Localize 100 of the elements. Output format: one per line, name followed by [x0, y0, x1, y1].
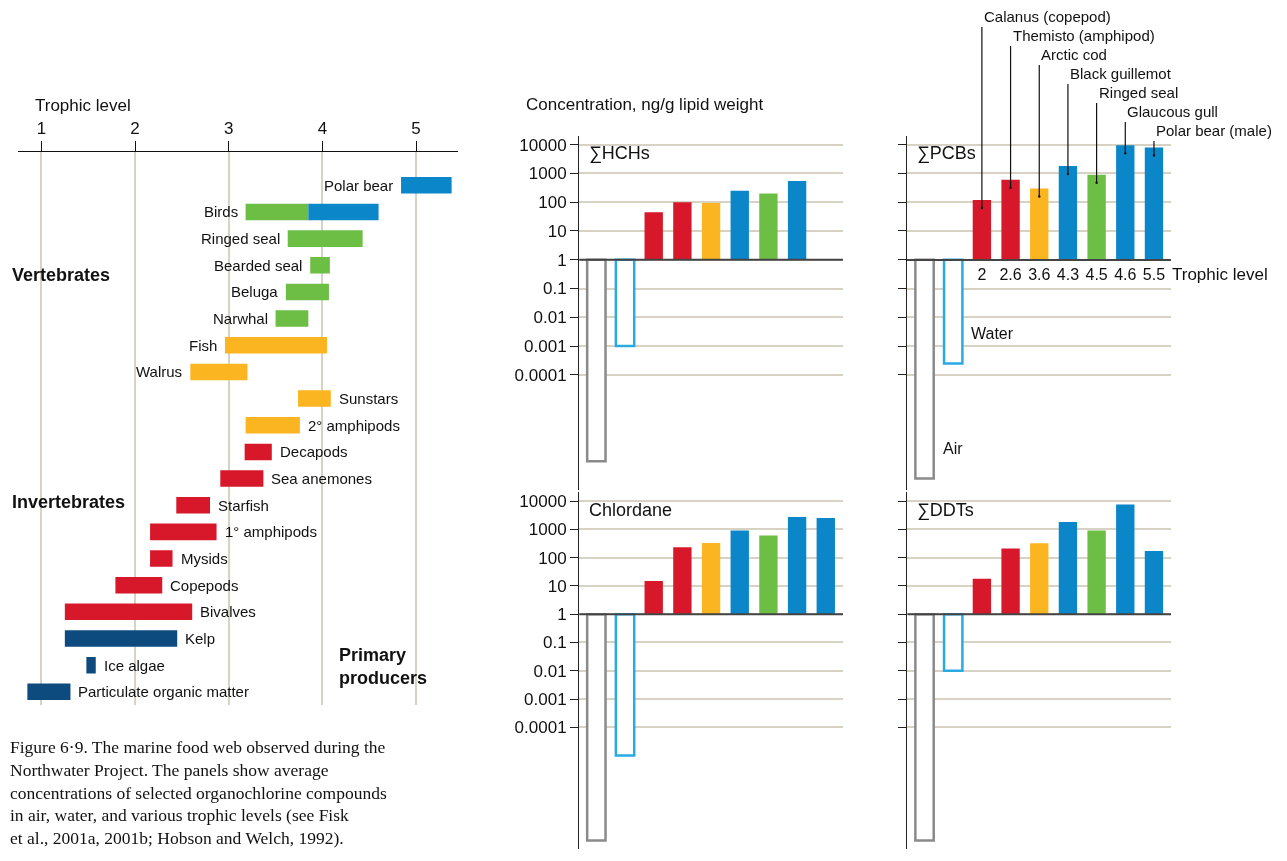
bar — [816, 518, 835, 615]
bar — [1116, 145, 1135, 260]
bar — [308, 203, 379, 221]
x-tick-label: 5 — [411, 119, 421, 139]
category-label: Narwhal — [213, 310, 269, 327]
y-tick-label: 1000 — [528, 164, 567, 184]
y-tick-label: 1 — [557, 605, 567, 625]
category-label: Kelp — [185, 630, 216, 647]
bar — [972, 199, 992, 260]
category-label: Polar bear — [324, 177, 394, 194]
annotation: Primary producers — [339, 645, 428, 689]
bar — [224, 336, 328, 354]
bar — [759, 193, 778, 260]
bar — [86, 656, 96, 674]
bar — [1030, 543, 1049, 615]
y-tick-label: 1 — [557, 250, 567, 270]
chart-title: ∑PCBs — [917, 143, 976, 163]
category-label: Mysids — [181, 550, 228, 567]
chart-title: Chlordane — [589, 500, 673, 520]
bar — [942, 258, 964, 365]
y-tick-label: 10000 — [519, 135, 567, 155]
x-tick-label: 3.6 — [1028, 265, 1051, 283]
bar — [220, 470, 264, 487]
category-label: Ice algae — [104, 657, 165, 674]
chart-title: ∑DDTs — [917, 500, 974, 520]
y-tick-label: 0.1 — [542, 279, 567, 299]
category-label: Beluga — [231, 283, 278, 300]
category-label: Fish — [189, 337, 218, 354]
annotation: Air — [943, 440, 964, 457]
annotation: Arctic cod — [1041, 46, 1107, 63]
bar — [1116, 504, 1135, 615]
bar — [1058, 522, 1078, 615]
y-axis-title: Concentration, ng/g lipid weight — [526, 95, 764, 114]
x-axis-title: Trophic level — [35, 96, 131, 115]
bar — [150, 523, 217, 541]
y-tick-label: 100 — [538, 548, 567, 568]
bar — [1030, 188, 1049, 260]
x-axis-title: Trophic level — [1172, 265, 1268, 284]
y-tick-label: 100 — [538, 193, 567, 213]
bar — [759, 535, 778, 615]
x-tick-label: 4.6 — [1114, 265, 1137, 283]
x-tick-label: 4 — [317, 119, 328, 139]
annotation: Polar bear (male) — [1156, 122, 1272, 139]
bar — [275, 310, 309, 327]
category-label: 2° amphipods — [308, 417, 400, 434]
bar — [914, 612, 935, 842]
bar — [64, 603, 193, 621]
x-tick-label: 2.6 — [999, 265, 1022, 283]
chart-title: ∑HCHs — [589, 143, 650, 163]
y-tick-label: 10000 — [519, 491, 567, 511]
category-label: 1° amphipods — [225, 523, 317, 540]
bar — [972, 578, 992, 615]
x-tick-label: 4.5 — [1085, 265, 1108, 283]
y-tick-label: 10 — [547, 221, 567, 241]
category-label: Particulate organic matter — [78, 683, 249, 700]
annotation: Black guillemot — [1070, 65, 1172, 82]
bar — [1144, 147, 1164, 260]
bar — [787, 517, 807, 615]
annotation: Water — [971, 325, 1014, 342]
category-label: Sea anemones — [271, 470, 372, 487]
bar — [244, 443, 272, 461]
category-label: Bivalves — [200, 603, 256, 620]
bar — [298, 390, 331, 407]
category-label: Birds — [204, 203, 239, 220]
bar — [1087, 174, 1106, 260]
category-label: Copepods — [170, 577, 239, 594]
annotation: Calanus (copepod) — [984, 8, 1111, 25]
bar — [1144, 551, 1164, 615]
bar — [115, 576, 163, 594]
bar — [285, 283, 329, 301]
x-tick-label: 5.5 — [1142, 265, 1166, 283]
bar — [787, 180, 807, 260]
bar — [644, 212, 663, 260]
bar — [673, 547, 692, 615]
category-label: Sunstars — [339, 390, 399, 407]
bar — [942, 612, 964, 672]
annotation: Invertebrates — [12, 492, 126, 512]
bar — [310, 257, 330, 274]
annotation: Themisto (amphipod) — [1013, 27, 1155, 44]
bar — [245, 203, 309, 221]
annotation: Ringed seal — [1099, 84, 1179, 101]
bar — [1001, 179, 1020, 260]
y-tick-label: 0.0001 — [514, 718, 567, 738]
bar — [287, 230, 363, 247]
category-label: Walrus — [136, 363, 183, 380]
y-tick-label: 0.1 — [542, 633, 567, 653]
bar — [245, 416, 300, 434]
bar — [150, 550, 173, 567]
y-tick-label: 0.0001 — [514, 365, 567, 385]
category-label: Starfish — [218, 497, 269, 514]
y-tick-label: 0.01 — [533, 661, 567, 681]
bar — [64, 630, 178, 647]
bar — [1001, 548, 1020, 615]
annotation: Vertebrates — [12, 265, 111, 285]
bar — [176, 496, 210, 514]
y-tick-label: 0.001 — [524, 337, 567, 357]
y-tick-label: 1000 — [528, 520, 567, 540]
x-tick-label: 1 — [36, 119, 47, 139]
caption: Figure 6·9. The marine food web observed during the Northwater Project. The panels show average concentrations of selected organochlorine compounds in air, water, and various trophic levels (see Fisk et al., 2001a, 2001b; Hobson and Welch, 1992). — [10, 737, 387, 848]
bar — [730, 530, 749, 615]
